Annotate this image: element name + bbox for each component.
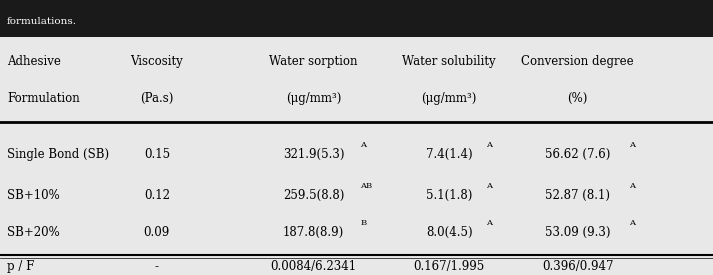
Text: 52.87 (8.1): 52.87 (8.1) [545, 189, 610, 202]
Text: 0.09: 0.09 [144, 226, 170, 240]
Text: Water sorption: Water sorption [270, 54, 358, 68]
Text: Formulation: Formulation [7, 92, 80, 105]
Text: B: B [360, 219, 366, 227]
Text: SB+10%: SB+10% [7, 189, 60, 202]
Text: A: A [360, 141, 366, 149]
Text: (%): (%) [568, 92, 588, 105]
Text: 0.0084/6.2341: 0.0084/6.2341 [271, 260, 356, 273]
Text: A: A [629, 182, 635, 189]
Text: 0.396/0.947: 0.396/0.947 [542, 260, 613, 273]
Text: 0.15: 0.15 [144, 148, 170, 161]
Text: Viscosity: Viscosity [130, 54, 183, 68]
Text: A: A [629, 219, 635, 227]
Text: 53.09 (9.3): 53.09 (9.3) [545, 226, 610, 240]
Text: (μg/mm³): (μg/mm³) [286, 92, 342, 105]
Text: A: A [629, 141, 635, 149]
Text: -: - [155, 260, 159, 273]
Text: AB: AB [360, 182, 372, 189]
Text: SB+20%: SB+20% [7, 226, 60, 240]
Text: formulations.: formulations. [7, 17, 77, 26]
Text: A: A [486, 219, 492, 227]
Text: 0.167/1.995: 0.167/1.995 [414, 260, 485, 273]
Text: 8.0(4.5): 8.0(4.5) [426, 226, 473, 240]
Text: Conversion degree: Conversion degree [521, 54, 634, 68]
Text: Single Bond (SB): Single Bond (SB) [7, 148, 109, 161]
Text: A: A [486, 182, 492, 189]
Text: 5.1(1.8): 5.1(1.8) [426, 189, 473, 202]
Bar [0, 0, 713, 37]
Text: 56.62 (7.6): 56.62 (7.6) [545, 148, 610, 161]
Text: 187.8(8.9): 187.8(8.9) [283, 226, 344, 240]
Text: Water solubility: Water solubility [402, 54, 496, 68]
Text: 259.5(8.8): 259.5(8.8) [283, 189, 344, 202]
Text: 7.4(1.4): 7.4(1.4) [426, 148, 473, 161]
Text: 321.9(5.3): 321.9(5.3) [283, 148, 344, 161]
Text: (μg/mm³): (μg/mm³) [421, 92, 477, 105]
Text: A: A [486, 141, 492, 149]
Text: 0.12: 0.12 [144, 189, 170, 202]
Text: p / F: p / F [7, 260, 34, 273]
Text: (Pa.s): (Pa.s) [140, 92, 173, 105]
Text: Adhesive: Adhesive [7, 54, 61, 68]
